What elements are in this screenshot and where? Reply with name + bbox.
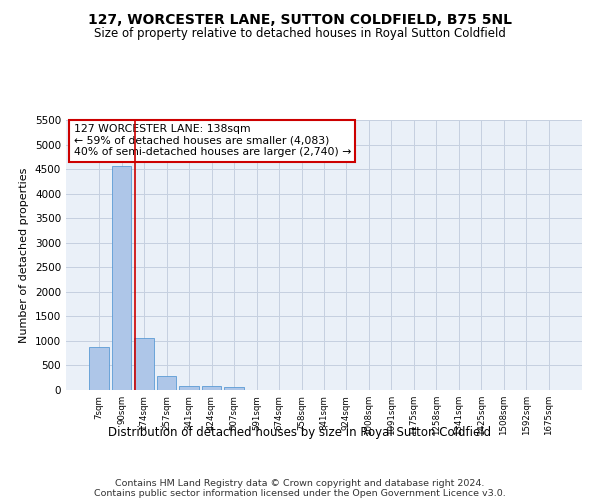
Bar (157, 376, 176, 390)
Text: Contains public sector information licensed under the Open Government Licence v3: Contains public sector information licen… (94, 488, 506, 498)
Bar (179, 386, 199, 390)
Y-axis label: Number of detached properties: Number of detached properties (19, 168, 29, 342)
Text: 127 WORCESTER LANE: 138sqm
← 59% of detached houses are smaller (4,083)
40% of s: 127 WORCESTER LANE: 138sqm ← 59% of deta… (74, 124, 351, 157)
Bar (202, 386, 221, 390)
Bar (112, 166, 131, 390)
Bar (224, 388, 244, 390)
Bar (134, 338, 154, 390)
Text: Size of property relative to detached houses in Royal Sutton Coldfield: Size of property relative to detached ho… (94, 28, 506, 40)
Text: Contains HM Land Registry data © Crown copyright and database right 2024.: Contains HM Land Registry data © Crown c… (115, 478, 485, 488)
Text: 127, WORCESTER LANE, SUTTON COLDFIELD, B75 5NL: 127, WORCESTER LANE, SUTTON COLDFIELD, B… (88, 12, 512, 26)
Text: Distribution of detached houses by size in Royal Sutton Coldfield: Distribution of detached houses by size … (109, 426, 491, 439)
Bar (89, 347, 109, 390)
